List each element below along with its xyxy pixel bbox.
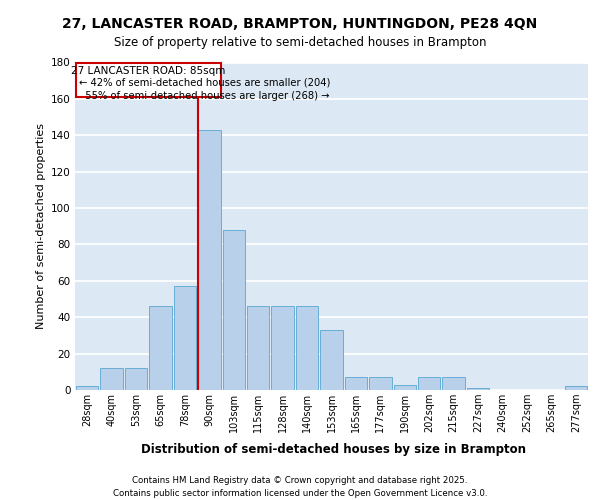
Bar xyxy=(100,368,123,390)
Text: 27 LANCASTER ROAD: 85sqm: 27 LANCASTER ROAD: 85sqm xyxy=(71,66,226,76)
Bar xyxy=(198,130,221,390)
Y-axis label: Number of semi-detached properties: Number of semi-detached properties xyxy=(35,123,46,329)
Text: Contains HM Land Registry data © Crown copyright and database right 2025.: Contains HM Land Registry data © Crown c… xyxy=(132,476,468,485)
Bar xyxy=(344,378,367,390)
Bar xyxy=(271,306,294,390)
Bar xyxy=(369,378,392,390)
Bar xyxy=(467,388,490,390)
Text: Size of property relative to semi-detached houses in Brampton: Size of property relative to semi-detach… xyxy=(114,36,486,49)
Bar xyxy=(149,306,172,390)
Bar xyxy=(418,378,440,390)
Bar xyxy=(442,378,465,390)
Text: ← 42% of semi-detached houses are smaller (204): ← 42% of semi-detached houses are smalle… xyxy=(79,78,330,88)
Bar xyxy=(125,368,148,390)
Bar xyxy=(296,306,319,390)
Bar xyxy=(223,230,245,390)
Bar xyxy=(565,386,587,390)
Bar xyxy=(320,330,343,390)
Bar xyxy=(173,286,196,390)
Bar xyxy=(394,384,416,390)
FancyBboxPatch shape xyxy=(76,64,221,97)
Text: 55% of semi-detached houses are larger (268) →: 55% of semi-detached houses are larger (… xyxy=(79,90,329,101)
Text: Contains public sector information licensed under the Open Government Licence v3: Contains public sector information licen… xyxy=(113,489,487,498)
Text: 27, LANCASTER ROAD, BRAMPTON, HUNTINGDON, PE28 4QN: 27, LANCASTER ROAD, BRAMPTON, HUNTINGDON… xyxy=(62,18,538,32)
Text: Distribution of semi-detached houses by size in Brampton: Distribution of semi-detached houses by … xyxy=(140,442,526,456)
Bar xyxy=(247,306,269,390)
Bar xyxy=(76,386,98,390)
